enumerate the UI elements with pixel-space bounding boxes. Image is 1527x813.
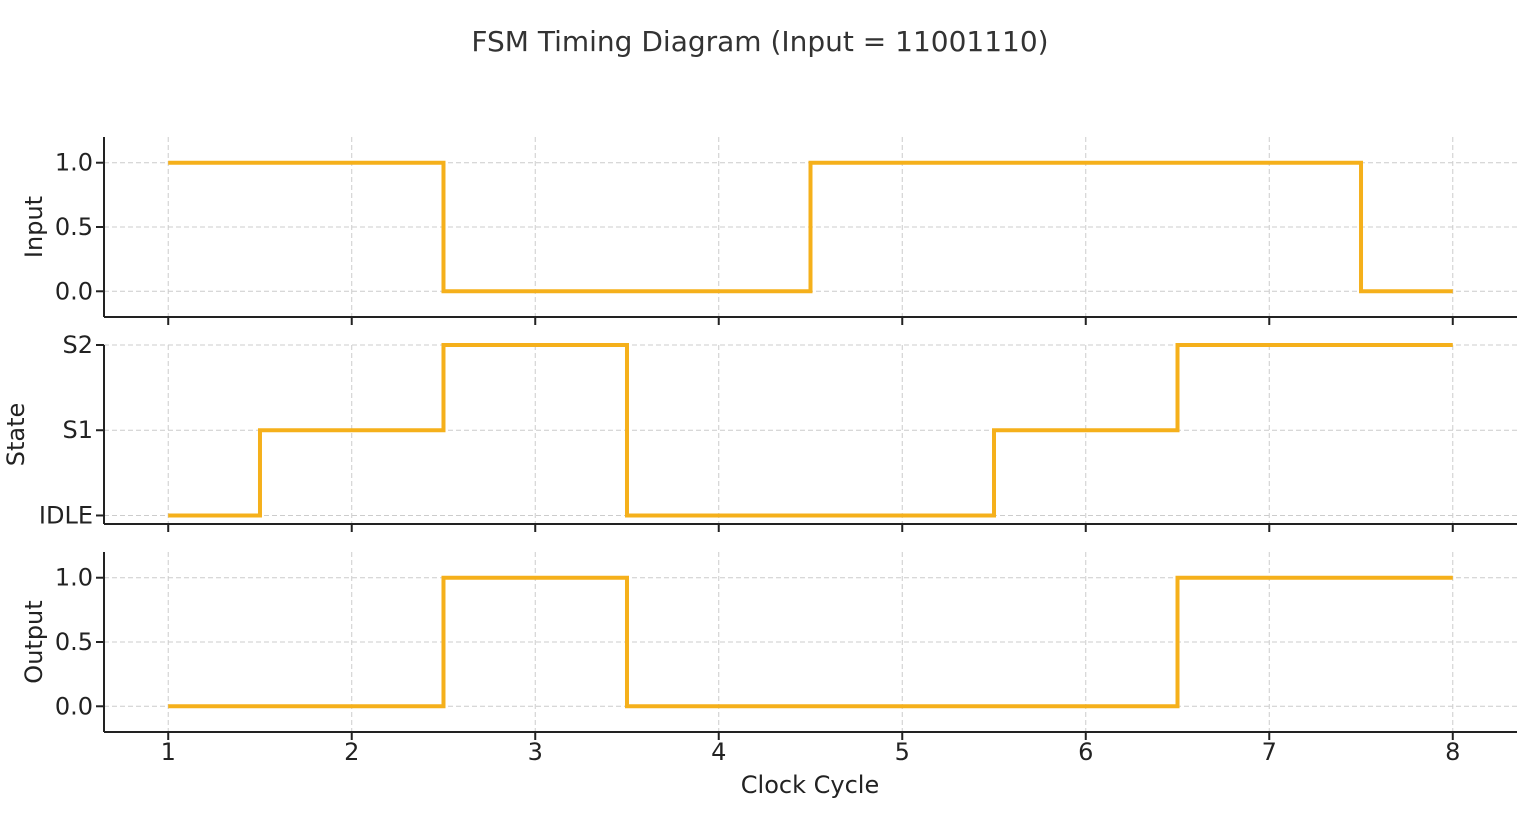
x-tick-label: 1 [161, 738, 176, 766]
input-y-tick-label: 0.5 [55, 213, 93, 241]
output-y-tick-label: 1.0 [55, 564, 93, 592]
state-y-tick-label: S1 [62, 416, 93, 444]
input-y-tick-label: 0.0 [55, 277, 93, 305]
output-y-tick-label: 0.5 [55, 628, 93, 656]
x-tick-label: 5 [895, 738, 910, 766]
state-y-tick-label: S2 [62, 331, 93, 359]
input-signal-trace [168, 160, 1453, 294]
x-axis-ticks: 1 2 3 4 5 6 7 8 [161, 738, 1461, 766]
state-signal-trace [168, 343, 1453, 518]
output-signal-trace [168, 575, 1453, 709]
input-y-axis-label: Input [20, 196, 48, 258]
x-axis-label: Clock Cycle [741, 771, 879, 799]
x-tick-label: 4 [711, 738, 726, 766]
output-y-tick-label: 0.0 [55, 692, 93, 720]
state-y-tick-label: IDLE [39, 501, 93, 529]
x-tick-label: 2 [344, 738, 359, 766]
panel-state: IDLE S1 S2 State [2, 331, 1517, 532]
x-tick-label: 7 [1262, 738, 1277, 766]
x-tick-label: 3 [528, 738, 543, 766]
input-y-tick-label: 1.0 [55, 149, 93, 177]
x-tick-label: 6 [1078, 738, 1093, 766]
state-y-axis-label: State [2, 403, 30, 467]
panels: 0.00.51.0InputIDLES1S2State0.00.51.0Outp… [2, 137, 1517, 740]
output-y-axis-label: Output [20, 600, 48, 683]
chart-title: FSM Timing Diagram (Input = 11001110) [471, 25, 1048, 58]
x-tick-label: 8 [1445, 738, 1460, 766]
